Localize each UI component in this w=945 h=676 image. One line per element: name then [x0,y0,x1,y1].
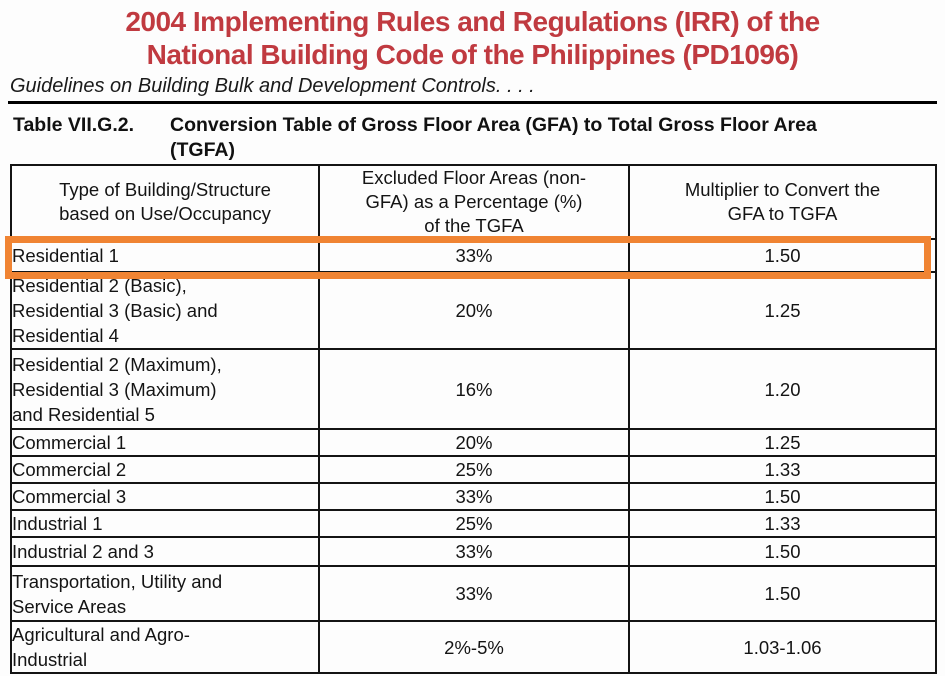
cell-multiplier: 1.33 [628,455,937,484]
table-row-commercial-2: Commercial 2 25% 1.33 [10,455,937,484]
table-row-residential-1: Residential 1 33% 1.50 [10,238,937,273]
cell-excluded: 20% [318,428,630,457]
cell-excluded: 25% [318,509,630,538]
column-header-type: Type of Building/Structure based on Use/… [10,164,320,240]
cell-multiplier: 1.50 [628,565,937,622]
cell-type: Residential 1 [10,238,320,273]
section-subtitle: Guidelines on Building Bulk and Developm… [10,75,535,97]
cell-type: Agricultural and Agro- Industrial [10,620,320,674]
cell-type: Transportation, Utility and Service Area… [10,565,320,622]
cell-type: Residential 2 (Maximum), Residential 3 (… [10,348,320,430]
cell-excluded: 33% [318,536,630,567]
cell-type: Commercial 3 [10,482,320,511]
cell-type: Industrial 2 and 3 [10,536,320,567]
cell-excluded: 16% [318,348,630,430]
table-caption-label: Table VII.G.2. [13,114,135,136]
table-row-commercial-3: Commercial 3 33% 1.50 [10,482,937,511]
cell-type: Residential 2 (Basic), Residential 3 (Ba… [10,271,320,350]
cell-excluded: 25% [318,455,630,484]
cell-excluded: 33% [318,238,630,273]
table-row-agricultural-agro-industrial: Agricultural and Agro- Industrial 2%-5% … [10,620,937,674]
table-row-residential-234-basic: Residential 2 (Basic), Residential 3 (Ba… [10,271,937,350]
cell-multiplier: 1.20 [628,348,937,430]
table-row-commercial-1: Commercial 1 20% 1.25 [10,428,937,457]
cell-multiplier: 1.25 [628,271,937,350]
cell-type: Commercial 2 [10,455,320,484]
table-row-transportation-utility-service: Transportation, Utility and Service Area… [10,565,937,622]
cell-multiplier: 1.50 [628,482,937,511]
cell-multiplier: 1.50 [628,536,937,567]
horizontal-divider [8,101,937,104]
cell-excluded: 2%-5% [318,620,630,674]
cell-type: Commercial 1 [10,428,320,457]
column-header-multiplier: Multiplier to Convert the GFA to TGFA [628,164,937,240]
cell-excluded: 33% [318,565,630,622]
cell-multiplier: 1.03-1.06 [628,620,937,674]
table-row-industrial-1: Industrial 1 25% 1.33 [10,509,937,538]
table-row-residential-235-maximum: Residential 2 (Maximum), Residential 3 (… [10,348,937,430]
cell-multiplier: 1.25 [628,428,937,457]
cell-multiplier: 1.50 [628,238,937,273]
cell-type: Industrial 1 [10,509,320,538]
table-caption: Table VII.G.2. Conversion Table of Gross… [13,113,938,163]
gfa-conversion-table: Type of Building/Structure based on Use/… [10,164,937,674]
cell-excluded: 33% [318,482,630,511]
table-row-industrial-2-and-3: Industrial 2 and 3 33% 1.50 [10,536,937,567]
document-title: 2004 Implementing Rules and Regulations … [125,6,820,70]
cell-excluded: 20% [318,271,630,350]
table-header-row: Type of Building/Structure based on Use/… [10,164,937,240]
table-caption-text: Conversion Table of Gross Floor Area (GF… [170,114,817,161]
cell-multiplier: 1.33 [628,509,937,538]
column-header-excluded: Excluded Floor Areas (non- GFA) as a Per… [318,164,630,240]
